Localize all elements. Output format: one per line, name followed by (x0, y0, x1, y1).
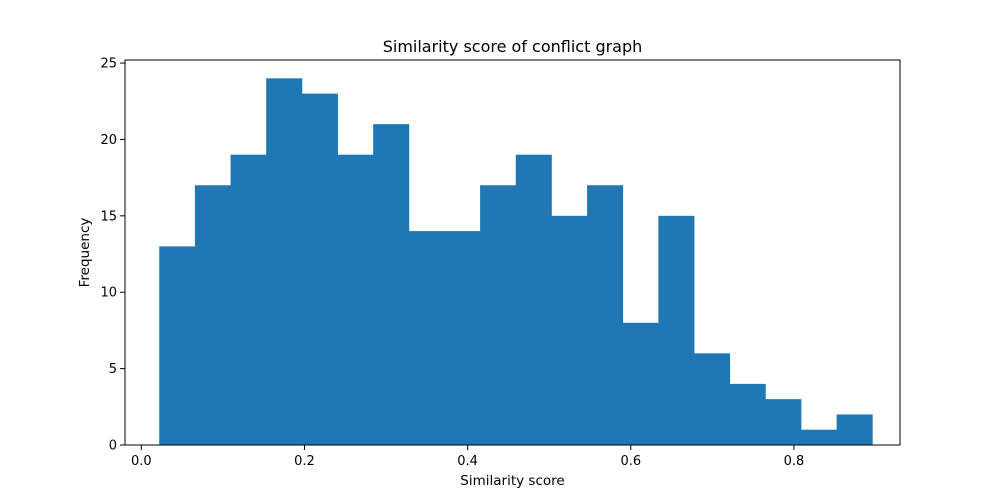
x-axis-label: Similarity score (460, 473, 564, 489)
histogram-bar (408, 231, 445, 445)
histogram-bar (622, 322, 659, 445)
x-tick-label: 0.8 (784, 454, 805, 469)
chart-title: Similarity score of conflict graph (383, 37, 643, 56)
y-tick-label: 15 (100, 209, 117, 224)
y-tick-label: 25 (100, 57, 117, 72)
y-axis-ticks: 0 5 10 15 20 25 (100, 57, 125, 454)
histogram-bar (836, 414, 873, 445)
histogram-bar (373, 124, 410, 446)
histogram-bar (551, 215, 588, 445)
x-tick-label: 0.2 (294, 454, 315, 469)
x-tick-label: 0.6 (620, 454, 641, 469)
y-tick-label: 20 (100, 133, 117, 148)
histogram-bar (729, 383, 766, 445)
histogram-bar (444, 231, 481, 445)
x-tick-label: 0.0 (131, 454, 152, 469)
histogram-bar (159, 246, 196, 445)
y-tick-label: 0 (109, 439, 117, 454)
x-tick-label: 0.4 (457, 454, 478, 469)
histogram-bar (515, 154, 552, 445)
histogram-bar (658, 215, 695, 445)
histogram-bar (301, 93, 338, 445)
histogram-bar (765, 399, 802, 445)
y-tick-label: 5 (109, 362, 117, 377)
y-axis-label: Frequency (77, 218, 93, 288)
y-tick-label: 10 (100, 286, 117, 301)
histogram-bar (694, 353, 731, 445)
histogram-bar (480, 185, 517, 445)
x-axis-ticks: 0.0 0.2 0.4 0.6 0.8 (131, 445, 804, 469)
histogram-bar (800, 429, 838, 445)
histogram-bar (266, 78, 303, 445)
histogram-bar (337, 154, 374, 445)
histogram-bar (230, 154, 267, 445)
histogram-bar (587, 185, 624, 445)
histogram-bars (159, 78, 873, 446)
plot-frame (124, 59, 901, 446)
histogram-bar (194, 185, 231, 445)
